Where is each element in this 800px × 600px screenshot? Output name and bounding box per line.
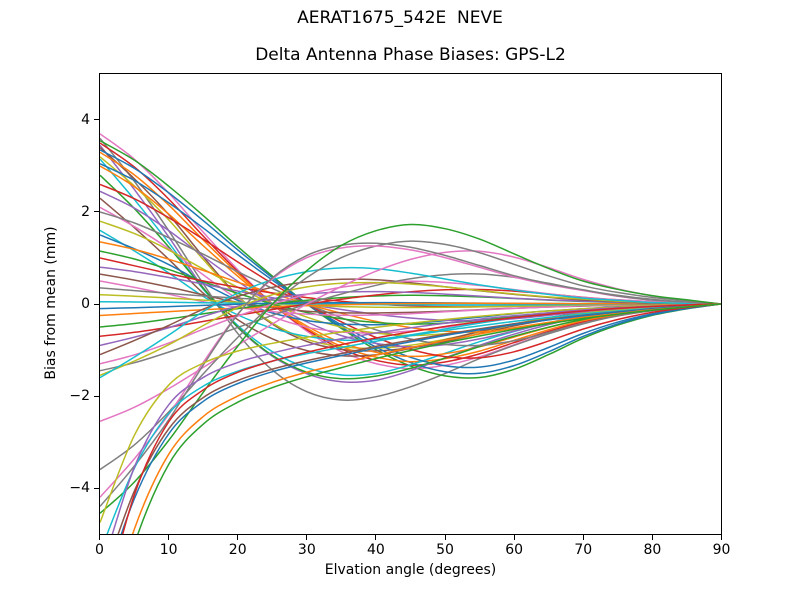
- x-tick-label: 10: [159, 542, 178, 558]
- bias-line-44: [100, 242, 721, 507]
- y-tick-mark: [94, 487, 99, 489]
- y-tick-mark: [94, 211, 99, 213]
- bias-line-39: [100, 281, 721, 376]
- y-tick-label: −4: [69, 480, 90, 497]
- bias-line-53: [137, 303, 721, 534]
- x-tick-mark: [168, 535, 170, 540]
- bias-line-14: [100, 183, 721, 359]
- x-tick-mark: [99, 535, 100, 540]
- x-tick-mark: [237, 535, 239, 540]
- x-tick-mark: [306, 535, 308, 540]
- x-tick-label: 90: [712, 542, 731, 558]
- y-tick-mark: [94, 395, 99, 397]
- bias-line-11: [100, 163, 721, 369]
- bias-line-2: [100, 137, 721, 401]
- bias-line-7: [100, 149, 721, 375]
- x-axis-label: Elvation angle (degrees): [324, 562, 497, 578]
- x-tick-label: 60: [505, 542, 524, 558]
- y-tick-label: −2: [69, 388, 90, 405]
- y-tick-label: 0: [81, 296, 90, 312]
- y-tick-mark: [94, 303, 99, 305]
- bias-line-50: [120, 303, 721, 534]
- plot-area: [99, 73, 722, 535]
- figure-title: AERAT1675_542E NEVE: [297, 8, 503, 28]
- x-tick-mark: [721, 535, 722, 540]
- bias-line-18: [100, 211, 721, 347]
- bias-line-3: [100, 140, 721, 379]
- y-axis-label-text: Bias from mean (mm): [43, 226, 59, 380]
- axes-title: Delta Antenna Phase Biases: GPS-L2: [255, 45, 566, 65]
- x-tick-mark: [444, 535, 446, 540]
- bias-line-47: [106, 303, 721, 534]
- x-tick-label: 70: [574, 542, 593, 558]
- bias-line-40: [100, 266, 721, 379]
- y-tick-label: 2: [81, 203, 90, 220]
- x-tick-label: 50: [436, 542, 454, 558]
- bias-line-35: [100, 290, 721, 347]
- x-tick-mark: [582, 535, 584, 540]
- x-tick-label: 20: [228, 542, 247, 558]
- x-tick-label: 40: [367, 542, 385, 558]
- bias-line-46: [100, 303, 721, 523]
- plot-lines: [100, 133, 721, 534]
- x-tick-mark: [651, 535, 653, 540]
- y-tick-label: 4: [81, 111, 90, 128]
- x-tick-mark: [375, 535, 377, 540]
- bias-line-42: [100, 240, 721, 471]
- bias-line-45: [100, 223, 721, 514]
- y-tick-mark: [94, 119, 99, 121]
- x-tick-mark: [513, 535, 515, 540]
- x-tick-label: 0: [95, 542, 104, 558]
- x-tick-label: 80: [643, 542, 662, 558]
- bias-line-51: [121, 303, 721, 534]
- x-tick-label: 30: [297, 542, 316, 558]
